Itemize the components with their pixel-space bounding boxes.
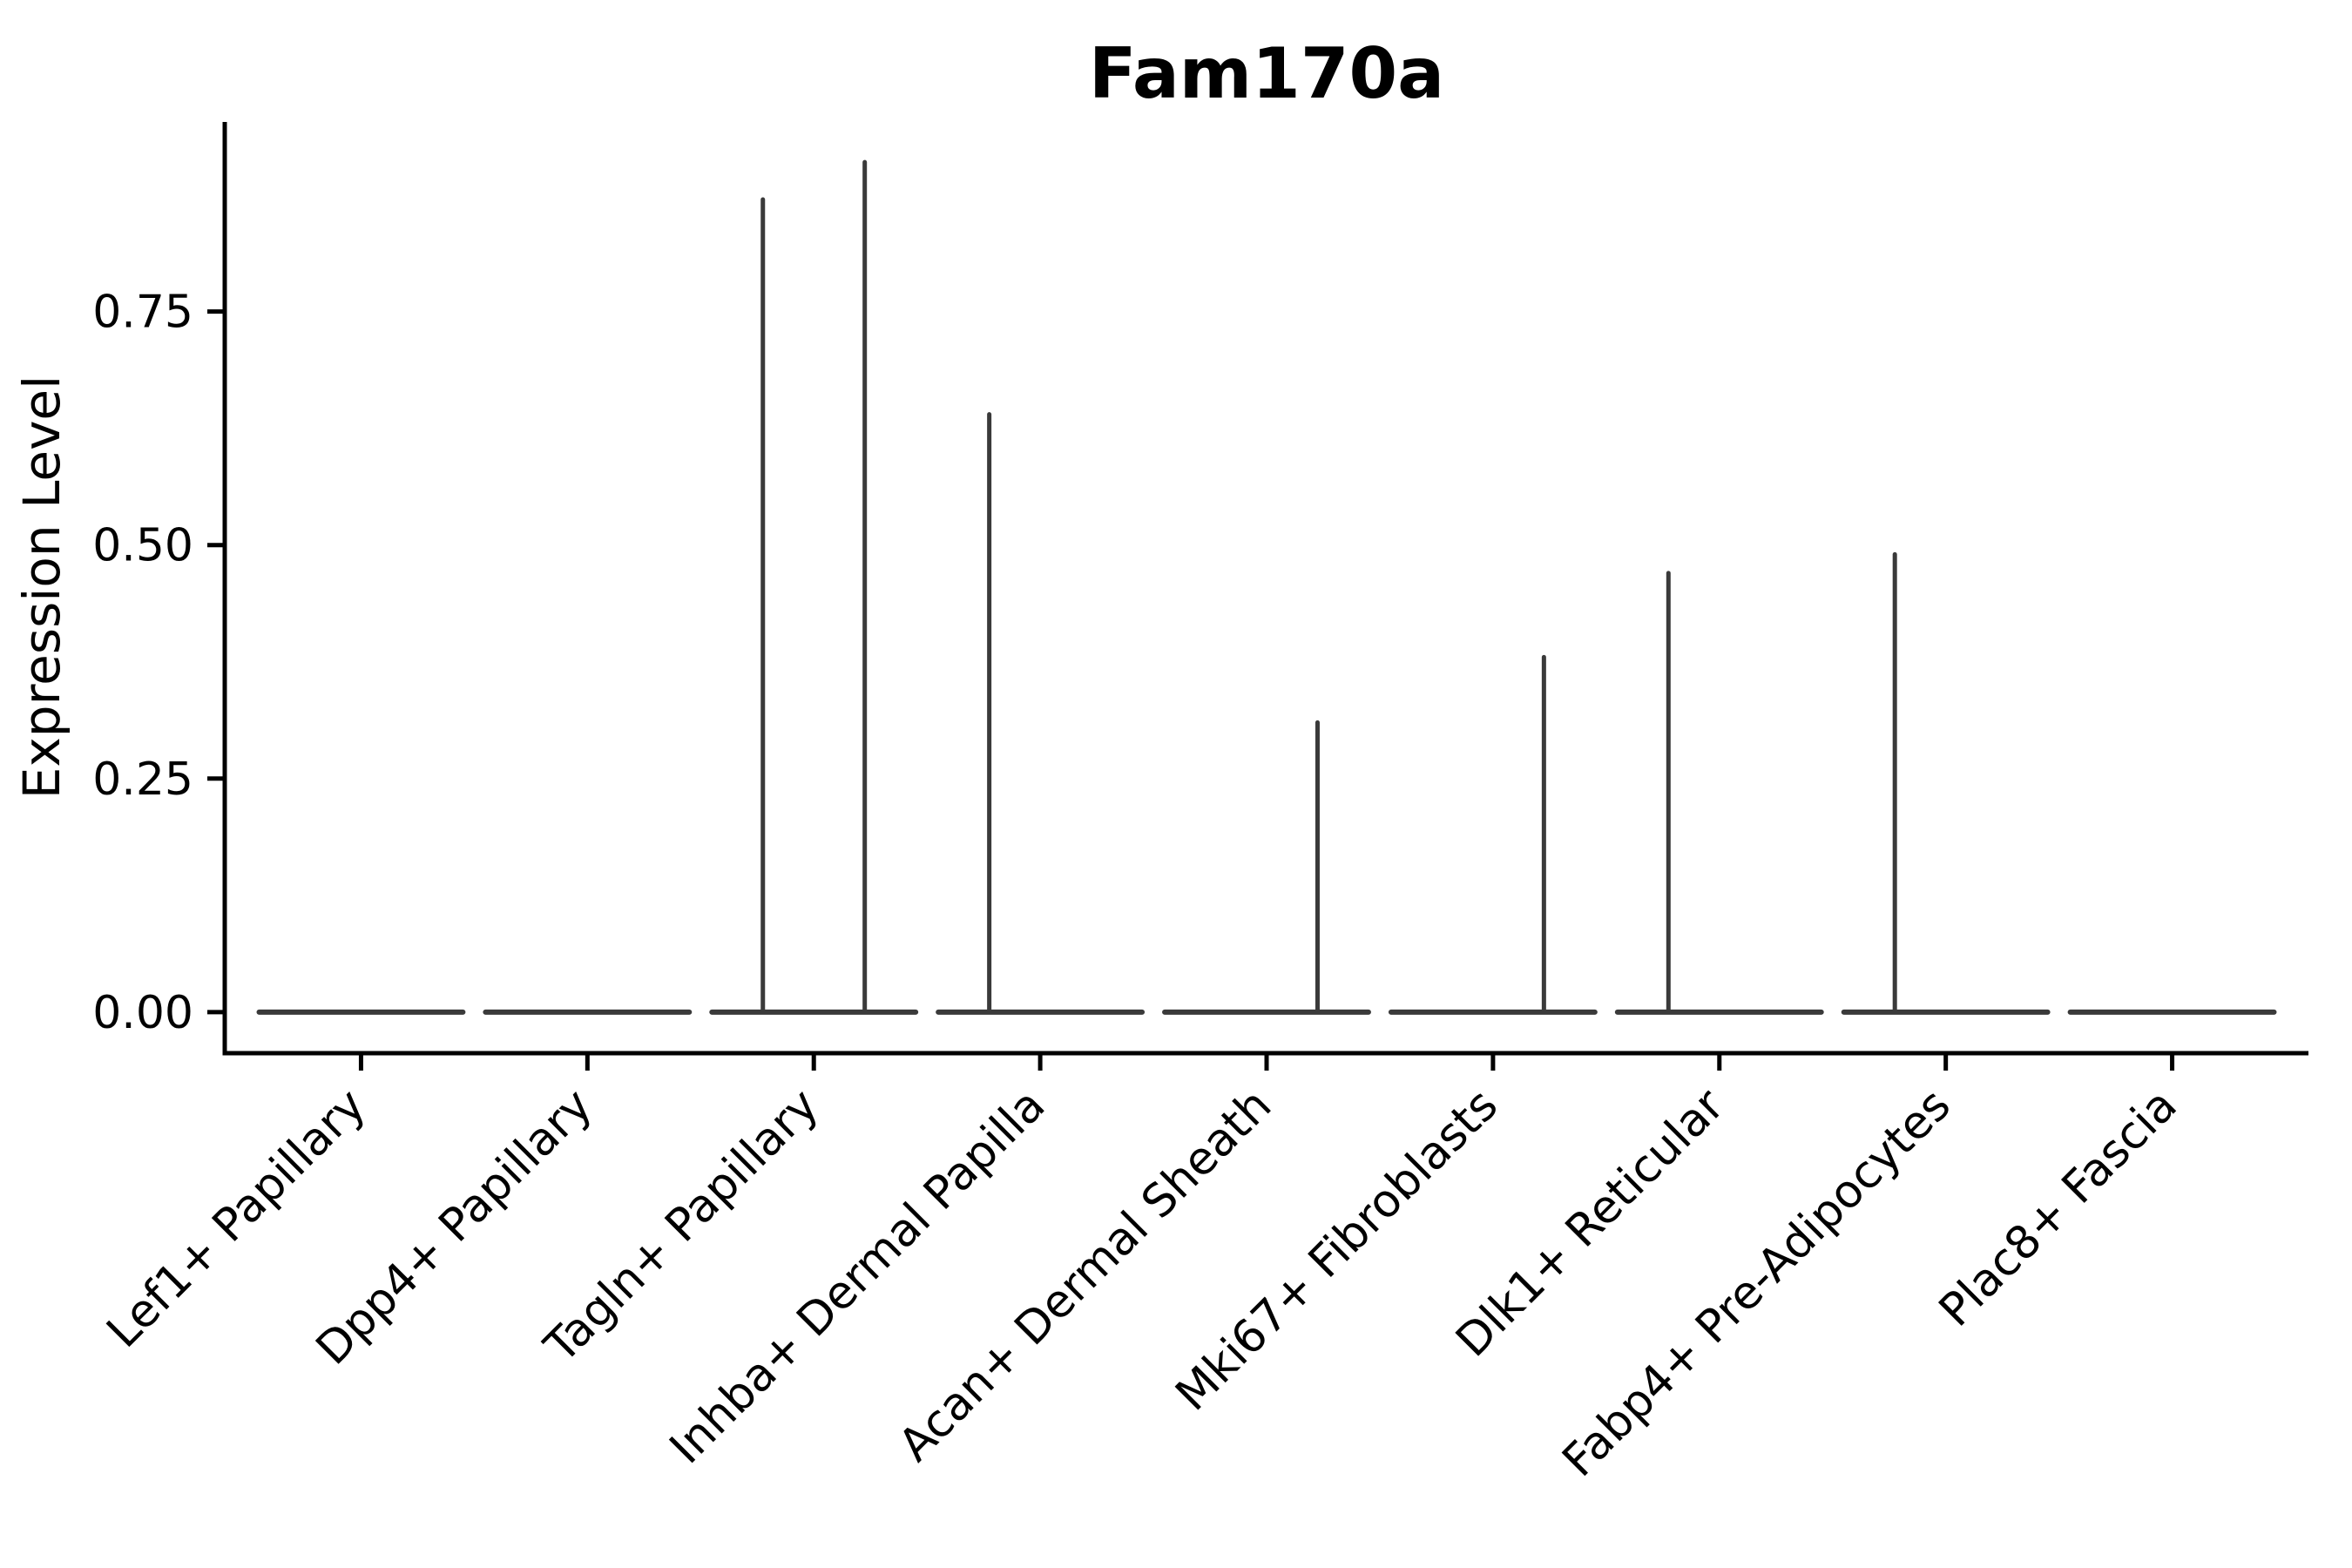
x-category-label: Inhba+ Dermal Papilla xyxy=(660,1079,1055,1474)
x-category-label: Plac8+ Fascia xyxy=(1930,1079,2187,1337)
y-tick-label: 0.00 xyxy=(92,987,193,1039)
chart-title: Fam170a xyxy=(1089,33,1444,114)
y-axis-label: Expression Level xyxy=(12,375,71,799)
y-tick-label: 0.25 xyxy=(92,754,193,806)
x-category-label: Acan+ Dermal Sheath xyxy=(889,1079,1282,1472)
x-category-label: Fabp4+ Pre-Adipocytes xyxy=(1553,1079,1961,1487)
y-tick-label: 0.75 xyxy=(92,287,193,339)
y-tick-label: 0.50 xyxy=(92,520,193,572)
